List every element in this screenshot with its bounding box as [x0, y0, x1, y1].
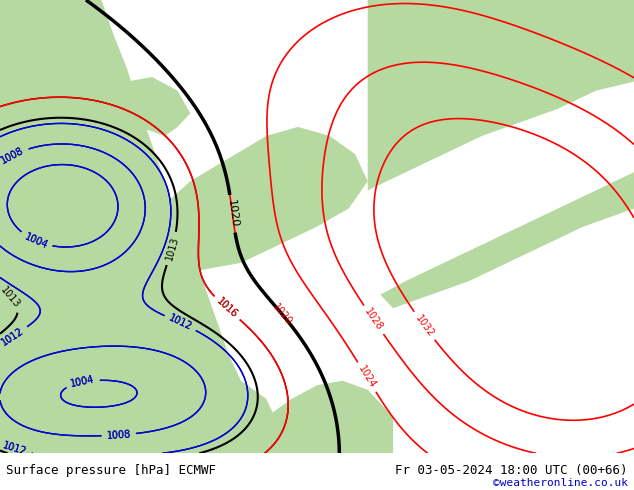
Polygon shape — [114, 77, 190, 136]
Text: 1004: 1004 — [23, 231, 49, 250]
Text: 1016: 1016 — [214, 296, 239, 320]
Polygon shape — [380, 172, 634, 308]
Text: 1013: 1013 — [164, 236, 180, 262]
Text: 1008: 1008 — [0, 146, 26, 166]
Text: 1012: 1012 — [0, 325, 26, 347]
Text: 1012: 1012 — [0, 325, 26, 347]
Text: 1013: 1013 — [0, 285, 22, 310]
Polygon shape — [368, 0, 634, 191]
Polygon shape — [520, 27, 583, 64]
Text: ©weatheronline.co.uk: ©weatheronline.co.uk — [493, 478, 628, 488]
Polygon shape — [0, 0, 279, 453]
Text: 1008: 1008 — [107, 429, 131, 441]
Text: 1024: 1024 — [356, 364, 377, 390]
Polygon shape — [165, 127, 368, 272]
Text: 1004: 1004 — [23, 231, 49, 250]
Text: 1016: 1016 — [214, 296, 239, 320]
Text: 1032: 1032 — [413, 313, 436, 339]
Text: 1028: 1028 — [363, 307, 385, 333]
Text: 1008: 1008 — [0, 146, 26, 166]
Text: 1012: 1012 — [167, 313, 193, 333]
Text: Fr 03-05-2024 18:00 UTC (00+66): Fr 03-05-2024 18:00 UTC (00+66) — [395, 465, 628, 477]
Text: 1004: 1004 — [70, 375, 96, 390]
Text: 1008: 1008 — [107, 429, 131, 441]
Text: 1012: 1012 — [2, 441, 28, 458]
Text: 1012: 1012 — [167, 313, 193, 333]
Text: 1020: 1020 — [226, 199, 239, 228]
Text: 1004: 1004 — [70, 375, 96, 390]
Text: Surface pressure [hPa] ECMWF: Surface pressure [hPa] ECMWF — [6, 465, 216, 477]
Text: 1020: 1020 — [270, 301, 294, 327]
Polygon shape — [222, 381, 393, 453]
Text: 1012: 1012 — [2, 441, 28, 458]
